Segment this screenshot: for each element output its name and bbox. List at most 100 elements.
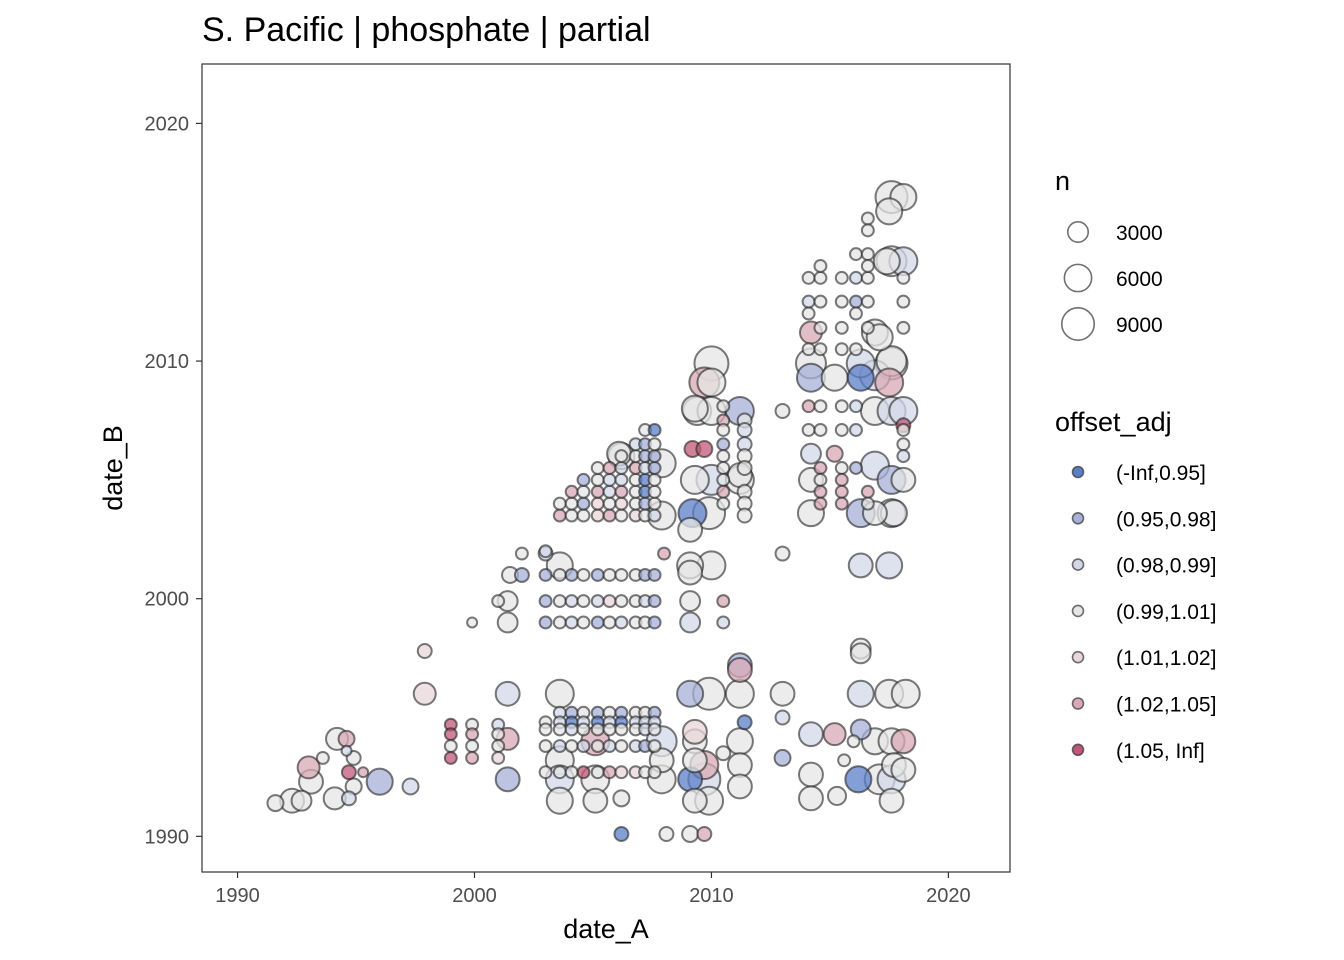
data-point (647, 461, 662, 475)
data-point (896, 423, 911, 437)
data-point (465, 750, 480, 765)
data-point (552, 615, 567, 630)
data-point (647, 449, 662, 464)
data-point (677, 516, 704, 543)
data-point (576, 472, 591, 487)
data-point (896, 449, 911, 464)
data-point (590, 722, 605, 737)
data-point (716, 423, 731, 437)
data-point (834, 461, 849, 475)
data-point (296, 755, 321, 780)
data-point (496, 611, 519, 634)
size-legend-key (1066, 220, 1090, 244)
data-point (491, 739, 506, 754)
data-point (552, 765, 567, 780)
data-point (846, 679, 875, 708)
data-point (716, 484, 731, 499)
data-point (716, 594, 731, 609)
color-legend-label: (0.99,1.01] (1116, 601, 1216, 624)
data-point (860, 223, 875, 238)
data-point (849, 247, 863, 262)
data-point (679, 611, 702, 634)
data-point (849, 642, 872, 665)
data-point (614, 508, 629, 523)
data-point (716, 399, 731, 414)
color-legend-label: (1.02,1.05] (1116, 694, 1216, 717)
data-point (726, 773, 753, 800)
data-point (681, 747, 708, 774)
data-point (614, 449, 629, 464)
data-point (602, 461, 617, 475)
data-point (849, 306, 863, 321)
data-point (798, 721, 824, 748)
data-point (545, 786, 574, 815)
data-point (726, 752, 753, 779)
data-point (491, 750, 506, 765)
data-point (716, 461, 731, 475)
data-point (590, 508, 605, 523)
data-point (466, 616, 479, 629)
data-point (826, 785, 848, 806)
data-point (614, 765, 629, 780)
data-point (860, 247, 875, 262)
data-point (825, 444, 844, 463)
data-point (736, 714, 753, 731)
data-point (801, 342, 816, 357)
data-point (602, 765, 617, 780)
data-point (834, 399, 849, 414)
data-point (773, 748, 792, 767)
color-legend-key (1071, 511, 1085, 525)
data-point (552, 496, 567, 511)
data-point (696, 367, 727, 398)
data-point (801, 294, 816, 309)
data-point (576, 496, 591, 511)
data-point (590, 739, 605, 754)
data-point (834, 472, 849, 487)
data-point (602, 484, 617, 499)
data-point (590, 472, 605, 487)
data-point (874, 367, 905, 398)
data-point (614, 567, 629, 582)
data-point (896, 437, 911, 452)
data-point (834, 320, 849, 335)
data-point (681, 824, 700, 843)
size-legend-title: n (1055, 166, 1070, 196)
x-tick-label: 1990 (215, 885, 260, 907)
data-point (491, 594, 506, 609)
data-point (813, 461, 828, 475)
data-point (872, 247, 901, 276)
data-point (860, 320, 875, 335)
data-point (538, 567, 553, 582)
y-tick-label: 2020 (145, 113, 190, 135)
data-point (822, 722, 847, 747)
data-point (602, 594, 617, 609)
data-point (647, 472, 662, 487)
data-point (602, 722, 617, 737)
data-point (736, 460, 753, 476)
data-point (647, 496, 662, 511)
data-point (834, 294, 849, 309)
data-point (614, 594, 629, 609)
data-point (813, 484, 828, 499)
data-point (614, 496, 629, 511)
color-legend-label: (0.95,0.98] (1116, 508, 1216, 531)
data-point (716, 437, 731, 452)
data-point (695, 439, 714, 458)
color-legend-label: (0.98,0.99] (1116, 555, 1216, 578)
data-points (266, 180, 921, 843)
data-point (657, 546, 672, 561)
data-point (544, 678, 575, 709)
data-point (552, 594, 567, 609)
data-point (514, 546, 529, 561)
data-point (513, 566, 530, 583)
data-point (875, 197, 904, 226)
data-point (834, 496, 849, 511)
data-point (774, 402, 791, 419)
data-point (860, 270, 875, 285)
color-legend-key (1071, 650, 1085, 664)
data-point (564, 594, 579, 609)
data-point (416, 643, 433, 659)
data-point (834, 423, 849, 437)
data-point (614, 472, 629, 487)
data-point (590, 484, 605, 499)
